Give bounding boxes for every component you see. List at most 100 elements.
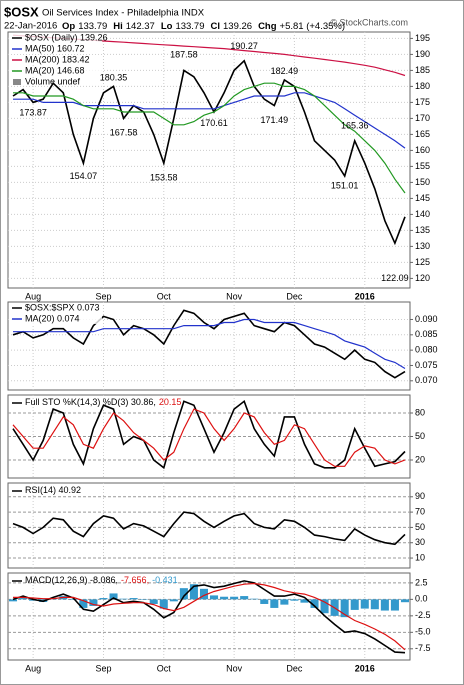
y-tick-label: 20 xyxy=(415,454,425,464)
price-annotation: 165.36 xyxy=(341,121,369,131)
y-tick-label: 120 xyxy=(415,273,430,283)
series-line xyxy=(12,59,406,246)
y-tick-label: -5.0 xyxy=(415,627,431,637)
y-tick-label: 0.085 xyxy=(415,329,438,339)
legend-entry: -0.431 xyxy=(152,575,178,585)
legend-bg xyxy=(10,66,102,76)
histogram-bar xyxy=(189,584,198,600)
y-tick-label: 90 xyxy=(415,491,425,501)
y-tick-label: 0.0 xyxy=(415,594,428,604)
x-tick-label: Dec xyxy=(286,291,303,301)
y-tick-label: 170 xyxy=(415,113,430,123)
quote-label: Op xyxy=(62,21,75,32)
histogram-bar xyxy=(390,599,399,611)
series-line xyxy=(13,92,406,149)
y-tick-label: 155 xyxy=(415,161,430,171)
x-tick-label: Aug xyxy=(25,291,41,301)
y-tick-label: 0.080 xyxy=(415,345,438,355)
series-line xyxy=(13,582,406,651)
y-tick-label: 135 xyxy=(415,225,430,235)
price-annotation: 187.58 xyxy=(170,50,198,60)
y-tick-label: 30 xyxy=(415,537,425,547)
y-tick-label: 10 xyxy=(415,552,425,562)
histogram-bar xyxy=(380,599,389,611)
x-tick-label: Nov xyxy=(226,291,243,301)
quote-value: 133.79 xyxy=(78,21,107,32)
legend-bg xyxy=(10,314,102,324)
x-tick-label: Aug xyxy=(25,663,41,673)
histogram-bar xyxy=(119,598,128,600)
y-tick-label: 140 xyxy=(415,209,430,219)
histogram-bar xyxy=(340,599,349,618)
legend: MACD(12,26,9) -8.086, -7.656, -0.431 xyxy=(25,575,178,585)
series-line xyxy=(12,408,406,467)
histogram-bar xyxy=(220,596,229,600)
legend-entry: MACD(12,26,9) -8.086, xyxy=(25,575,118,585)
x-tick-label: Oct xyxy=(157,663,172,673)
histogram-bar xyxy=(290,599,299,601)
legend-entry: 20.15 xyxy=(159,397,182,407)
x-tick-label: Oct xyxy=(157,291,172,301)
y-tick-label: 0.090 xyxy=(415,314,438,324)
y-tick-label: 160 xyxy=(415,145,430,155)
y-tick-label: 195 xyxy=(415,33,430,43)
histogram-bar xyxy=(250,598,259,600)
legend-entry: Volume undef xyxy=(25,76,81,86)
price-annotation: 122.09 xyxy=(381,273,409,283)
histogram-bar xyxy=(370,599,379,610)
date: 22-Jan-2016 xyxy=(4,21,57,32)
legend-entry: MA(20) 0.074 xyxy=(25,313,80,323)
legend-entry: MA(20) 146.68 xyxy=(25,65,85,75)
price-annotation: 190.27 xyxy=(230,41,258,51)
series-line xyxy=(12,580,406,654)
y-tick-label: -7.5 xyxy=(415,643,431,653)
price-annotation: 171.49 xyxy=(261,115,289,125)
histogram-bar xyxy=(129,598,138,600)
y-tick-label: 185 xyxy=(415,65,430,75)
quote-value: +5.81 (+4.35%) xyxy=(280,21,346,32)
legend-entry: $OSX (Daily) 139.26 xyxy=(25,32,108,42)
y-tick-label: 50 xyxy=(415,522,425,532)
price-annotation: 182.49 xyxy=(271,66,299,76)
histogram-bar xyxy=(69,599,78,601)
y-tick-label: 150 xyxy=(415,177,430,187)
histogram-bar xyxy=(79,599,88,608)
quote: Op 133.79 Hi 142.37 Lo 133.79 Cl 139.26 Chg +5.81… xyxy=(62,21,345,32)
series-line xyxy=(12,511,406,546)
legend-entry: $OSX:$SPX 0.073 xyxy=(25,302,100,312)
price-annotation: 154.07 xyxy=(70,171,98,181)
index-name: Oil Services Index - Philadelphia INDX xyxy=(42,8,205,19)
quote-value: 139.26 xyxy=(223,21,252,32)
histogram-bar xyxy=(139,599,148,600)
legend-entry: RSI(14) 40.92 xyxy=(25,485,81,495)
histogram-bar xyxy=(19,598,28,600)
series-line xyxy=(12,399,406,470)
histogram-bar xyxy=(159,599,168,609)
quote-value: 133.79 xyxy=(175,21,204,32)
histogram-bar xyxy=(9,599,18,602)
x-tick-label: Nov xyxy=(226,663,243,673)
histogram-bar xyxy=(169,599,178,602)
histogram-bar xyxy=(89,599,98,606)
legend-entry: MA(50) 160.72 xyxy=(25,43,85,53)
histogram-bar xyxy=(240,596,249,600)
histogram-bar xyxy=(99,598,108,600)
y-tick-label: -2.5 xyxy=(415,610,431,620)
symbol: $OSX xyxy=(4,4,39,19)
quote-label: Lo xyxy=(161,21,173,32)
histogram-bar xyxy=(230,596,239,600)
watermark: © StockCharts.com xyxy=(330,17,408,27)
y-tick-label: 145 xyxy=(415,193,430,203)
legend: Full STO %K(14,3) %D(3) 30.86, 20.15 xyxy=(25,397,181,407)
legend-bg xyxy=(10,33,102,43)
histogram-bar xyxy=(400,599,409,603)
histogram-bar xyxy=(149,599,158,604)
histogram-bar xyxy=(210,595,219,600)
y-tick-label: 2.5 xyxy=(415,577,428,587)
price-annotation: 153.58 xyxy=(150,172,178,182)
histogram-bar xyxy=(350,599,359,610)
legend-bg xyxy=(10,44,102,54)
y-tick-label: 125 xyxy=(415,257,430,267)
histogram-bar xyxy=(360,599,369,609)
